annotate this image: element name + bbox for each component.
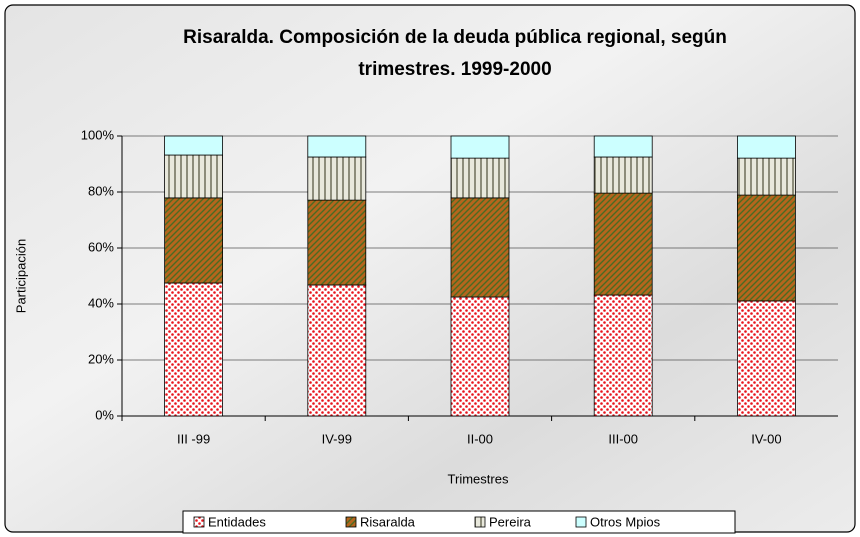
bar-segment xyxy=(307,284,367,417)
y-tick-label: 80% xyxy=(88,183,114,198)
chart-frame xyxy=(4,4,856,533)
x-axis-title: Trimestres xyxy=(448,471,509,486)
bar-segment xyxy=(450,296,510,417)
legend-swatch xyxy=(345,516,357,528)
bar-segment xyxy=(164,135,224,156)
bar-segment xyxy=(164,154,224,199)
legend-label: Risaralda xyxy=(360,514,416,529)
bar-segment xyxy=(164,197,224,284)
bar-segment xyxy=(450,197,510,298)
x-tick-label: III -99 xyxy=(177,431,210,446)
legend-swatch xyxy=(193,516,205,528)
x-tick-label: II-00 xyxy=(467,431,493,446)
bar-segment xyxy=(593,135,653,158)
y-tick-label: 60% xyxy=(88,239,114,254)
legend-swatch xyxy=(474,516,486,528)
bar-segment xyxy=(737,300,796,417)
bar-segment xyxy=(307,156,367,201)
chart-subtitle: trimestres. 1999-2000 xyxy=(358,59,551,80)
bar-segment xyxy=(593,294,653,417)
legend-label: Entidades xyxy=(208,514,266,529)
chart-title: Risaralda. Composición de la deuda públi… xyxy=(183,27,727,48)
bar-segment xyxy=(307,199,367,286)
legend-label: Otros Mpios xyxy=(590,514,661,529)
bar-segment xyxy=(593,156,653,194)
bar-segment xyxy=(593,192,653,296)
bar-segment xyxy=(450,135,510,159)
legend-swatch xyxy=(575,516,587,528)
x-tick-label: III-00 xyxy=(608,431,638,446)
bar-segment xyxy=(307,135,367,158)
y-axis-title: Participación xyxy=(13,239,28,313)
y-tick-label: 100% xyxy=(81,127,115,142)
legend-label: Pereira xyxy=(489,514,532,529)
bar-segment xyxy=(737,135,796,159)
bar-segment xyxy=(164,282,224,417)
y-tick-label: 40% xyxy=(88,295,114,310)
x-tick-label: IV-00 xyxy=(751,431,781,446)
bar-segment xyxy=(737,194,796,302)
legend-box xyxy=(182,510,736,534)
x-tick-label: IV-99 xyxy=(322,431,352,446)
y-tick-label: 20% xyxy=(88,351,114,366)
y-tick-label: 0% xyxy=(95,407,114,422)
bar-segment xyxy=(737,157,796,196)
bar-segment xyxy=(450,157,510,199)
